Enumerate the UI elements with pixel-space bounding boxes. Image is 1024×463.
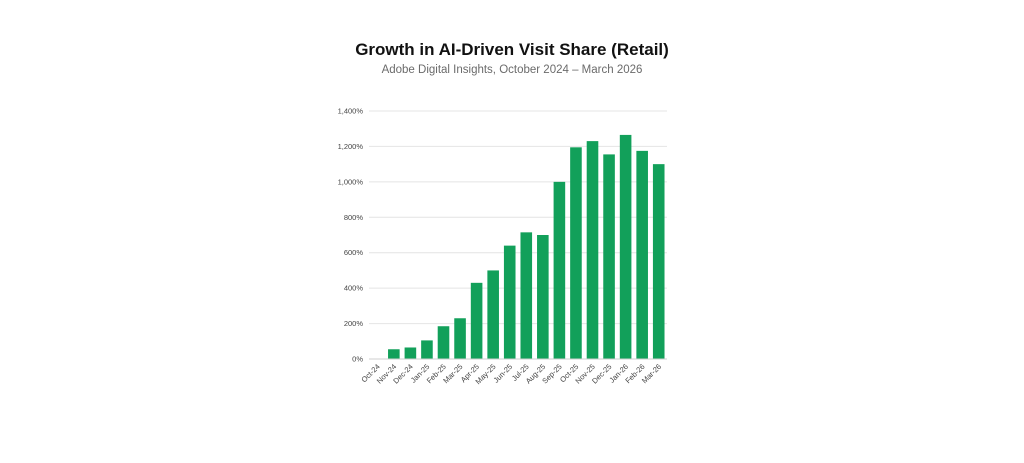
y-tick-label: 1,000% — [338, 177, 364, 186]
bar-may-25 — [487, 270, 499, 359]
x-axis-ticks: Oct-24Nov-24Dec-24Jan-25Feb-25Mar-25Apr-… — [359, 362, 663, 386]
bar-feb-26 — [636, 150, 648, 359]
bar-nov-24 — [388, 349, 400, 359]
y-tick-label: 0% — [352, 355, 363, 364]
bar-jan-25 — [421, 340, 433, 359]
x-tick-label: Jun-25 — [492, 362, 515, 385]
chart-title: Growth in AI-Driven Visit Share (Retail) — [355, 40, 669, 59]
bars — [388, 134, 665, 359]
y-tick-label: 800% — [344, 213, 364, 222]
bar-jun-25 — [503, 245, 516, 359]
bar-nov-25 — [586, 141, 599, 359]
bar-sep-25 — [553, 181, 566, 359]
y-tick-label: 1,400% — [338, 107, 364, 116]
bar-jan-26 — [619, 134, 632, 359]
y-tick-label: 1,200% — [338, 142, 364, 151]
bar-mar-25 — [454, 318, 466, 359]
y-tick-label: 200% — [344, 319, 364, 328]
y-tick-label: 400% — [344, 284, 364, 293]
bar-aug-25 — [537, 235, 549, 359]
bar-oct-25 — [570, 147, 582, 359]
y-axis-ticks: 0% 200% 400% 600% 800% 1,000% 1,200% 1,400% — [338, 107, 364, 364]
bar-feb-25 — [437, 326, 450, 359]
bar-apr-25 — [470, 282, 483, 359]
bar-dec-24 — [404, 347, 417, 359]
y-tick-label: 600% — [344, 248, 364, 257]
bar-dec-25 — [603, 154, 615, 359]
chart-subtitle: Adobe Digital Insights, October 2024 – M… — [381, 64, 643, 76]
bar-mar-26 — [652, 164, 665, 359]
bar-jul-25 — [520, 232, 533, 359]
gridlines — [369, 110, 667, 325]
